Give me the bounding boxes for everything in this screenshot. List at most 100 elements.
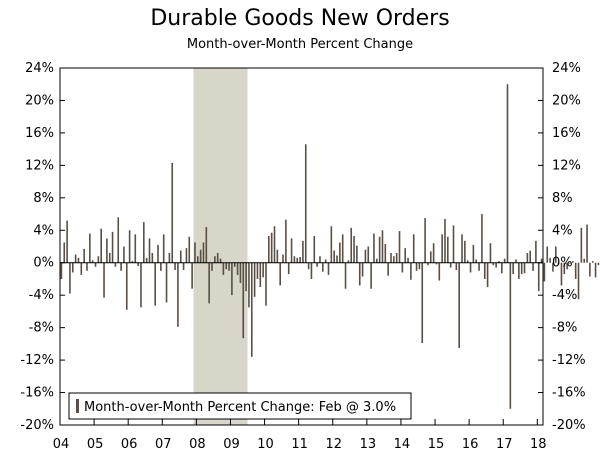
bar bbox=[350, 227, 353, 263]
legend-label: Month-over-Month Percent Change: Feb @ 3… bbox=[84, 400, 396, 415]
bar bbox=[182, 262, 185, 271]
bar bbox=[415, 262, 418, 271]
bar bbox=[364, 249, 367, 263]
bar bbox=[242, 262, 245, 339]
bar bbox=[265, 262, 267, 306]
bar bbox=[356, 245, 358, 263]
bar bbox=[94, 262, 97, 267]
bar bbox=[506, 84, 509, 263]
bar bbox=[452, 225, 455, 263]
x-tick-label: 17 bbox=[496, 437, 513, 452]
bar bbox=[373, 233, 375, 263]
bar bbox=[529, 250, 532, 263]
bar bbox=[583, 258, 585, 263]
bar bbox=[498, 261, 500, 263]
x-tick-label: 10 bbox=[257, 437, 274, 452]
bar bbox=[211, 262, 213, 271]
x-tick-label: 07 bbox=[155, 437, 172, 452]
bar bbox=[324, 259, 327, 263]
bar bbox=[353, 235, 355, 263]
bar bbox=[520, 262, 523, 275]
bar bbox=[398, 231, 401, 263]
bar bbox=[523, 262, 526, 274]
bar bbox=[140, 262, 142, 308]
bar bbox=[145, 257, 148, 263]
bar bbox=[358, 262, 361, 286]
bar bbox=[535, 240, 537, 263]
bar bbox=[495, 262, 497, 268]
bar bbox=[540, 258, 543, 263]
bar bbox=[384, 244, 387, 263]
bar bbox=[469, 262, 472, 273]
bar bbox=[83, 248, 85, 263]
bar bbox=[160, 262, 162, 271]
x-tick-label: 11 bbox=[291, 437, 308, 452]
bar bbox=[339, 242, 341, 263]
x-tick-label: 18 bbox=[530, 437, 547, 452]
y-axis-right: 24% 20% 16% 12% 8% 4% 0% -4% -8% -12% -16% -20% bbox=[538, 61, 586, 433]
y-tick-label: 0% bbox=[552, 256, 573, 271]
bar bbox=[250, 262, 253, 357]
bar bbox=[86, 262, 88, 271]
y-tick-label: -8% bbox=[552, 321, 577, 336]
bar bbox=[461, 234, 463, 263]
bar bbox=[532, 262, 534, 271]
bar bbox=[114, 262, 117, 267]
x-tick-label: 14 bbox=[394, 437, 411, 452]
bars-layer bbox=[60, 84, 600, 409]
bar bbox=[341, 234, 344, 263]
bar bbox=[458, 262, 460, 348]
bar bbox=[307, 262, 310, 270]
bar bbox=[378, 236, 381, 263]
bar bbox=[157, 244, 159, 263]
y-tick-label: 24% bbox=[25, 61, 54, 76]
bar bbox=[557, 262, 560, 265]
bar bbox=[91, 260, 94, 263]
y-tick-label: 16% bbox=[552, 126, 581, 141]
bar bbox=[569, 262, 571, 264]
bar bbox=[131, 261, 134, 263]
bar bbox=[302, 240, 304, 263]
bar bbox=[390, 252, 392, 263]
bar bbox=[71, 262, 74, 273]
bar bbox=[77, 257, 80, 263]
bar bbox=[117, 217, 120, 263]
bar bbox=[401, 262, 404, 273]
bar bbox=[395, 252, 398, 263]
bar bbox=[219, 258, 222, 263]
bar bbox=[566, 262, 568, 270]
bar bbox=[205, 227, 208, 263]
bar bbox=[231, 262, 233, 296]
bar bbox=[418, 262, 421, 270]
x-tick-label: 05 bbox=[87, 437, 104, 452]
bar bbox=[577, 262, 580, 300]
bar bbox=[196, 256, 199, 263]
bar bbox=[125, 262, 128, 310]
bar bbox=[563, 262, 566, 275]
bar bbox=[165, 262, 168, 303]
bar bbox=[526, 252, 529, 263]
bar bbox=[97, 256, 100, 263]
bar bbox=[336, 255, 338, 263]
bar bbox=[103, 262, 105, 298]
bar bbox=[387, 262, 389, 276]
x-axis: 04 05 06 07 08 09 10 11 12 13 14 15 16 17 18 bbox=[53, 419, 547, 452]
bar bbox=[344, 262, 347, 289]
bar bbox=[148, 238, 151, 263]
y-tick-label: 4% bbox=[33, 223, 54, 238]
bar bbox=[424, 218, 426, 263]
recession-shade bbox=[193, 68, 248, 425]
y-tick-label: 8% bbox=[552, 191, 573, 206]
bar bbox=[313, 235, 316, 263]
y-tick-label: -16% bbox=[20, 386, 54, 401]
bar bbox=[188, 236, 191, 263]
bar bbox=[330, 226, 333, 263]
bar bbox=[143, 222, 145, 263]
y-tick-label: -12% bbox=[552, 353, 586, 368]
bar bbox=[492, 262, 495, 266]
bar bbox=[441, 234, 443, 263]
bar bbox=[310, 262, 313, 279]
bar bbox=[233, 262, 236, 267]
bar bbox=[66, 220, 68, 263]
bar bbox=[179, 250, 182, 263]
